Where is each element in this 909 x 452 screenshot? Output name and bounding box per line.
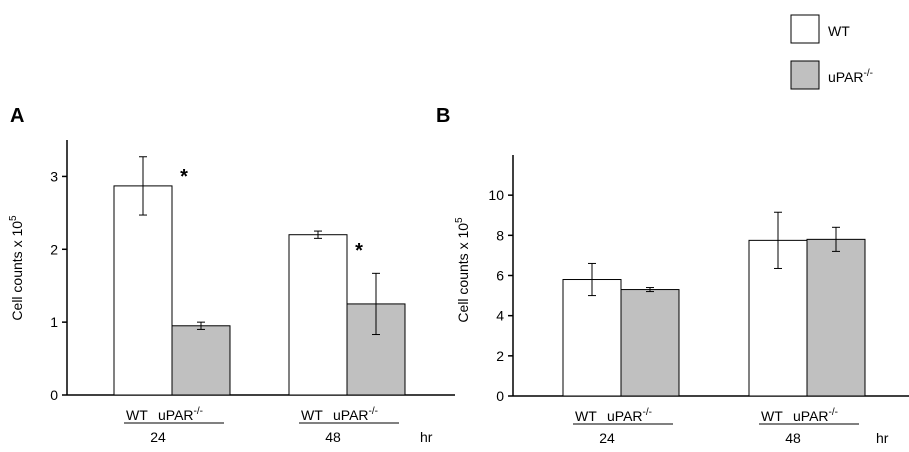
bar	[113, 185, 173, 396]
y-tick-label: 4	[496, 308, 504, 324]
legend: WT uPAR-/-	[790, 14, 873, 90]
bar	[620, 289, 680, 397]
panel-label: B	[436, 105, 450, 127]
bar-category-label: WT	[575, 408, 597, 424]
significance-marker: *	[180, 166, 188, 188]
bar-category-label: WT	[301, 407, 323, 423]
y-tick-label: 0	[496, 388, 504, 404]
bar-category-label: uPAR-/-	[158, 406, 203, 423]
bar	[346, 303, 406, 396]
legend-swatch	[790, 60, 820, 90]
y-tick-label: 10	[488, 187, 504, 203]
group-label: 48	[785, 430, 801, 446]
legend-swatch	[790, 14, 820, 44]
y-tick-label: 3	[50, 168, 58, 184]
y-tick-label: 2	[496, 348, 504, 364]
y-axis-label: Cell counts x 105	[8, 215, 25, 321]
y-tick-label: 6	[496, 268, 504, 284]
bar-category-label: uPAR-/-	[607, 407, 652, 424]
y-tick-label: 1	[50, 314, 58, 330]
bar	[562, 279, 622, 397]
bar	[171, 325, 231, 396]
y-tick-label: 0	[50, 387, 58, 403]
x-unit-label: hr	[876, 430, 889, 446]
bar	[806, 238, 866, 397]
panel-label: A	[10, 105, 24, 127]
group-label: 24	[599, 430, 615, 446]
group-label: 48	[325, 429, 341, 445]
group-label: 24	[150, 429, 166, 445]
y-axis-label: Cell counts x 105	[454, 217, 471, 323]
bar-category-label: uPAR-/-	[333, 406, 378, 423]
y-tick-label: 8	[496, 227, 504, 243]
bar-category-label: uPAR-/-	[793, 407, 838, 424]
bar	[288, 234, 348, 396]
legend-label: uPAR-/-	[828, 68, 873, 85]
y-tick-label: 2	[50, 241, 58, 257]
bar-category-label: WT	[761, 408, 783, 424]
bar-category-label: WT	[126, 407, 148, 423]
x-unit-label: hr	[420, 429, 433, 445]
legend-label: WT	[828, 23, 850, 39]
significance-marker: *	[355, 240, 363, 262]
